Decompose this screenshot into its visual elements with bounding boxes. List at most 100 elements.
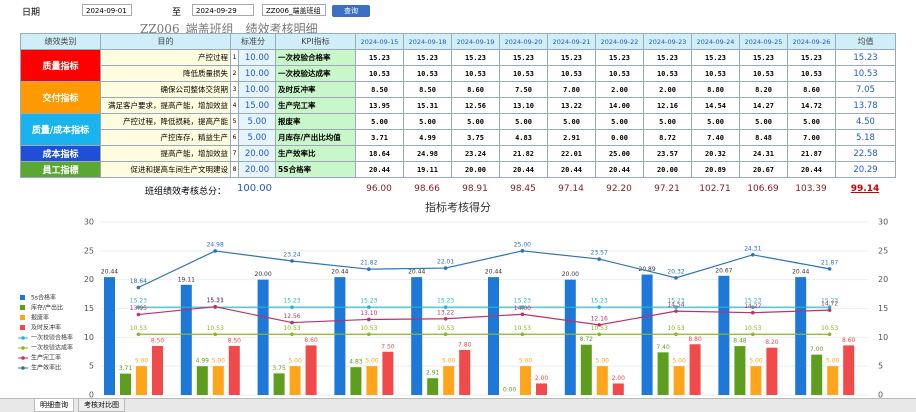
header-cell: 绩效类别	[20, 33, 101, 50]
index-cell: 6	[230, 129, 239, 146]
y2-tick-label: 0	[878, 391, 883, 399]
value-cell: 10.53	[355, 65, 404, 82]
value-cell: 3.75	[451, 129, 500, 146]
value-label: 10.53	[283, 325, 300, 332]
standard-cell: 10.00	[238, 65, 276, 82]
legend-label: 库存/产出比	[31, 304, 63, 312]
header-cell: 均值	[835, 33, 896, 50]
line-marker	[367, 332, 371, 337]
total-avg: 99.14	[850, 184, 880, 194]
kpi-row: 产控库存，精益生产 6 5.00 月库存/产出比均值 3.71 4.99 3.75 4.83 2…	[21, 129, 896, 146]
value-label: 8.72	[580, 336, 594, 343]
date-header: 2024-09-24	[691, 33, 740, 50]
value-label: 3.75	[272, 365, 286, 372]
value-label: 10.53	[821, 325, 838, 332]
kpi-row: 满足客户要求，提高产能，增加效益 4 15.00 生产完工率 13.95 15.31 12.…	[21, 97, 896, 114]
index-cell: 2	[230, 65, 239, 82]
kpi-row: 降低质量损失 2 10.00 一次校验达成率 10.53 10.53 10.53 10.53 1…	[21, 65, 896, 82]
line-marker	[674, 305, 678, 309]
value-label: 10.53	[130, 325, 147, 332]
line-marker	[520, 249, 525, 253]
bar	[580, 344, 592, 395]
value-cell: 10.53	[403, 65, 452, 82]
date-header: 2024-09-23	[643, 33, 692, 50]
total-day: 98.45	[510, 184, 536, 194]
legend-label: 报废率	[31, 314, 49, 322]
total-day: 98.91	[462, 184, 488, 194]
value-cell: 2.00	[643, 81, 692, 98]
line-marker	[674, 309, 678, 313]
value-label: 15.23	[744, 298, 761, 305]
y-tick-label: 20	[84, 275, 94, 284]
value-label: 7.40	[656, 344, 670, 351]
table-title: ZZ006_端盖班组__绩效考核明细	[140, 22, 318, 36]
kpi-row: 員工指標 促进和提高车间生产文明建设 8 20.00 5S合格率 20.44 19.11 20…	[20, 161, 896, 178]
value-label: 20.44	[792, 269, 809, 276]
tab[interactable]: 明细查询	[34, 399, 74, 412]
goal-cell: 产控库存，精益生产	[100, 129, 231, 146]
value-cell: 13.22	[547, 97, 596, 114]
value-label: 20.00	[562, 271, 579, 278]
value-cell: 8.60	[451, 81, 500, 98]
value-label: 19.11	[178, 276, 195, 283]
line-marker	[520, 305, 525, 309]
value-cell: 22.01	[547, 145, 596, 162]
sheet-tabs: 明细查询 考核对比图	[0, 398, 916, 412]
category-cell: 质量指标	[20, 49, 101, 82]
value-cell: 5.00	[691, 113, 740, 130]
total-day: 102.71	[699, 184, 731, 194]
value-label: 12.16	[591, 315, 608, 322]
value-cell: 10.53	[547, 65, 596, 82]
date-header: 2024-09-15	[355, 33, 404, 50]
bar	[795, 277, 807, 395]
value-label: 14.00	[514, 305, 531, 312]
line-marker	[751, 332, 755, 337]
team-select[interactable]: ZZ006_端盖班组	[262, 4, 326, 16]
to-label: 至	[172, 8, 182, 18]
value-cell: 14.27	[739, 97, 788, 114]
end-date[interactable]: 2024-09-29	[192, 4, 254, 16]
legend-swatch	[21, 366, 25, 370]
y-tick-label: 5	[89, 362, 94, 371]
value-label: 10.53	[744, 325, 761, 332]
y-tick-label: 30	[84, 218, 94, 227]
kpi-row: 质量/成本指标 产控过程，降低损耗，提高产能 5 5.00 报废率 5.00 5.00 5.0…	[20, 113, 896, 146]
standard-cell: 10.00	[238, 81, 276, 98]
value-cell: 15.23	[595, 49, 644, 66]
value-label: 20.44	[101, 269, 118, 276]
bar	[196, 366, 208, 395]
query-button[interactable]: 查询	[332, 5, 370, 17]
bar	[427, 378, 439, 395]
value-label: 8.20	[765, 339, 779, 346]
tab[interactable]: 考核对比图	[78, 399, 125, 412]
chart-title: 指标考核得分	[425, 200, 491, 214]
index-cell: 7	[230, 145, 239, 162]
kpi-cell: 及时反冲率	[275, 81, 356, 98]
line	[138, 306, 830, 326]
value-cell: 10.53	[499, 65, 548, 82]
value-label: 10.53	[360, 325, 377, 332]
line-marker	[136, 305, 141, 309]
y-tick-label: 10	[84, 333, 94, 342]
value-cell: 5.00	[403, 113, 452, 130]
value-label: 15.23	[360, 298, 377, 305]
value-label: 25.00	[514, 241, 531, 248]
bar	[459, 350, 471, 395]
avg-cell: 15.23	[835, 49, 896, 66]
date-header: 2024-09-18	[403, 33, 452, 50]
value-label: 24.98	[207, 241, 224, 248]
goal-cell: 提高产能，增加效益	[100, 145, 231, 162]
value-cell: 20.00	[451, 161, 500, 178]
value-label: 20.32	[667, 268, 684, 275]
value-label: 5.00	[135, 358, 149, 365]
kpi-cell: 一次校验合格率	[275, 49, 356, 66]
bar	[734, 346, 746, 395]
value-label: 0.00	[503, 387, 517, 394]
bar	[366, 366, 378, 395]
start-date[interactable]: 2024-09-01	[82, 4, 132, 16]
date-header: 2024-09-22	[595, 33, 644, 50]
value-cell: 20.44	[547, 161, 596, 178]
standard-cell: 20.00	[238, 145, 276, 162]
value-cell: 8.20	[739, 81, 788, 98]
